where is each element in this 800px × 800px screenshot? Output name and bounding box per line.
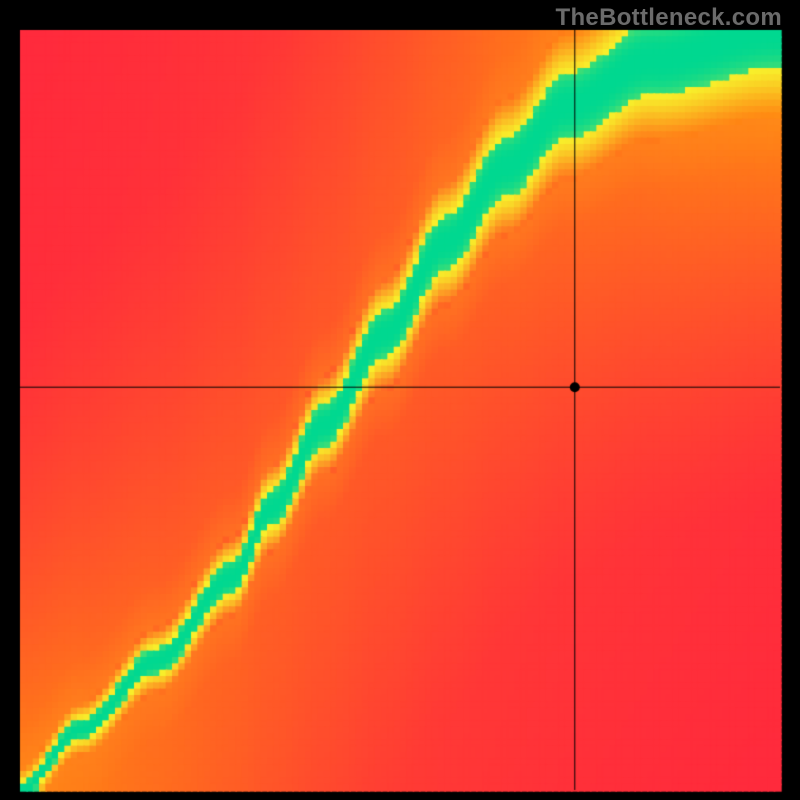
chart-container: TheBottleneck.com bbox=[0, 0, 800, 800]
bottleneck-heatmap bbox=[0, 0, 800, 800]
watermark-text: TheBottleneck.com bbox=[556, 4, 782, 32]
